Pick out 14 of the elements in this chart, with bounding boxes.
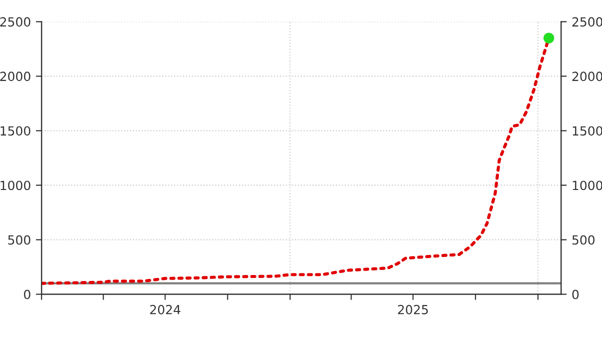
x-tick-label: 2025 — [398, 304, 428, 314]
y2-tick-label: 1500 — [572, 126, 602, 136]
y2-tick-label: 1000 — [572, 180, 602, 190]
y-tick-label: 1000 — [0, 180, 30, 190]
y-tick-label: 500 — [8, 235, 30, 245]
y-tick-label: 1500 — [0, 126, 30, 136]
y2-tick-label: 500 — [572, 235, 595, 245]
y2-tick-label: 2000 — [572, 72, 602, 82]
y-tick-label: 0 — [24, 290, 30, 300]
y-tick-label: 2000 — [0, 72, 30, 82]
y2-tick-label: 2500 — [572, 17, 602, 27]
y-tick-label: 2500 — [0, 17, 30, 27]
y2-tick-label: 0 — [572, 290, 579, 300]
x-tick-label: 2024 — [150, 304, 180, 314]
